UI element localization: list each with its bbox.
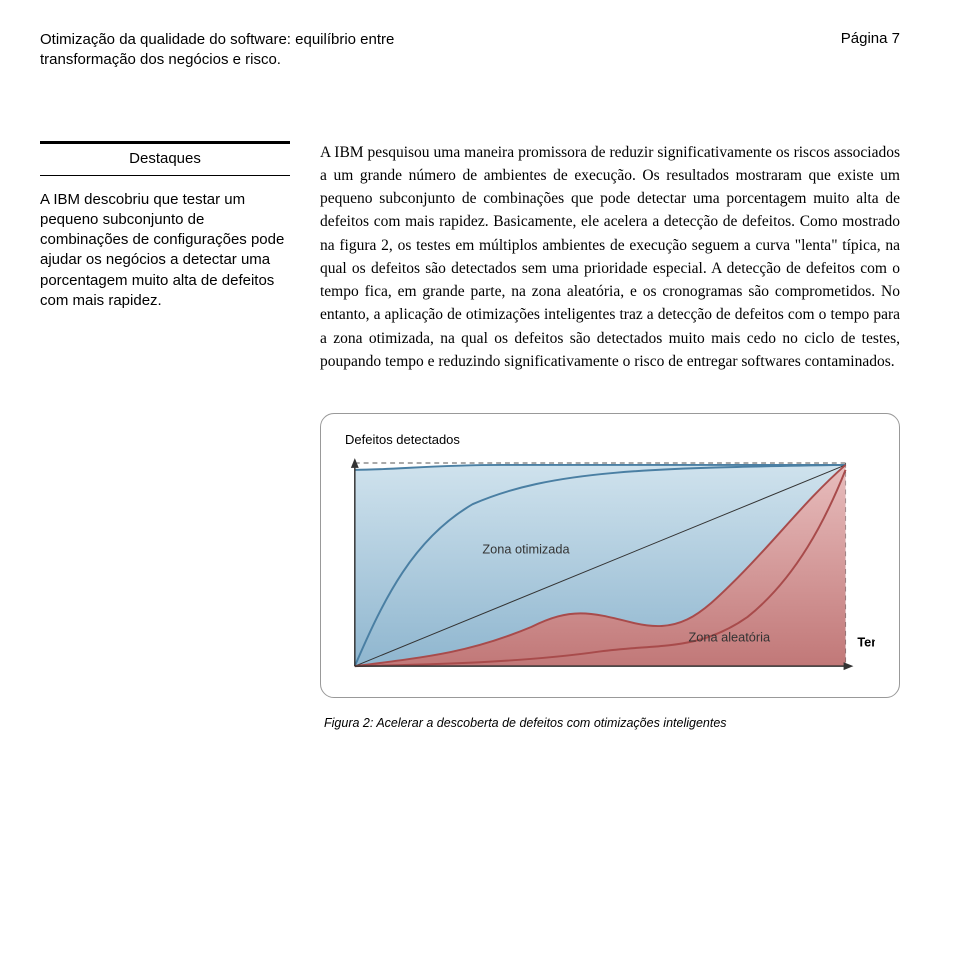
page-header: Otimização da qualidade do software: equ… (40, 30, 900, 71)
sidebar-body: A IBM descobriu que testar um pequeno su… (40, 190, 290, 312)
divider-thin (40, 175, 290, 176)
defect-detection-chart: Zona otimizada Zona aleatória Tempo (345, 453, 875, 683)
chart-y-axis-label: Defeitos detectados (345, 432, 875, 447)
divider-thick (40, 141, 290, 144)
figure-2: Defeitos detectados (320, 413, 900, 730)
zone-random-label: Zona aleatória (689, 630, 771, 645)
figure-caption: Figura 2: Acelerar a descoberta de defei… (324, 716, 900, 730)
page-number: Página 7 (841, 30, 900, 47)
main-content: Destaques A IBM descobriu que testar um … (40, 141, 900, 374)
zone-optimized-label: Zona otimizada (482, 541, 570, 556)
chart-x-axis-label: Tempo (857, 635, 875, 650)
document-title: Otimização da qualidade do software: equ… (40, 30, 450, 71)
sidebar-destaques: Destaques A IBM descobriu que testar um … (40, 141, 290, 374)
sidebar-heading: Destaques (40, 150, 290, 167)
body-paragraph: A IBM pesquisou uma maneira promissora d… (320, 141, 900, 374)
chart-container: Defeitos detectados (320, 413, 900, 698)
